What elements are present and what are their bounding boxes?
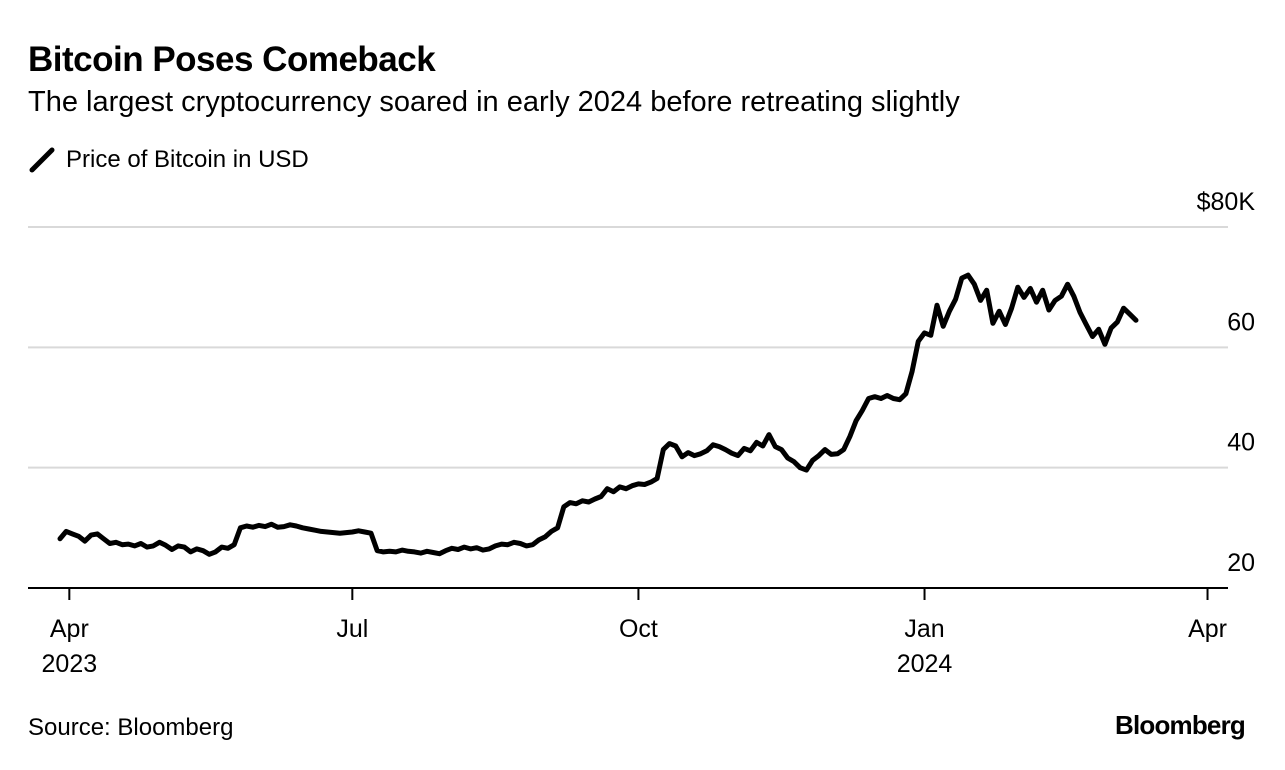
y-axis-ticks: $80K 60 40 20 [1197, 188, 1256, 577]
y-tick-label-20: 20 [1227, 549, 1255, 577]
chart-title: Bitcoin Poses Comeback [28, 40, 436, 79]
x-tick-label-2: Oct [619, 615, 658, 643]
source-note: Source: Bloomberg [28, 714, 234, 741]
x-axis-ticks: Apr 2023 Jul Oct Jan 2024 Apr [42, 588, 1227, 678]
x-tick-label-0: Apr [50, 615, 89, 643]
legend: Price of Bitcoin in USD [28, 146, 309, 174]
y-tick-label-40: 40 [1227, 429, 1255, 457]
x-tick-label-1: Jul [336, 615, 368, 643]
y-tick-label-80: $80K [1197, 188, 1256, 216]
x-tick-sublabel-0: 2023 [42, 650, 98, 678]
x-tick-sublabel-3: 2024 [897, 650, 953, 678]
bloomberg-logo: Bloomberg [1114, 710, 1246, 740]
line-swatch-icon [29, 147, 55, 173]
chart-subtitle: The largest cryptocurrency soared in ear… [28, 86, 960, 118]
y-tick-label-60: 60 [1227, 308, 1255, 336]
gridlines [28, 226, 1228, 469]
x-tick-label-4: Apr [1188, 615, 1227, 643]
legend-label: Price of Bitcoin in USD [66, 146, 309, 173]
x-tick-label-3: Jan [904, 615, 944, 643]
series-layer [57, 272, 1139, 557]
series-line-0 [57, 272, 1139, 557]
